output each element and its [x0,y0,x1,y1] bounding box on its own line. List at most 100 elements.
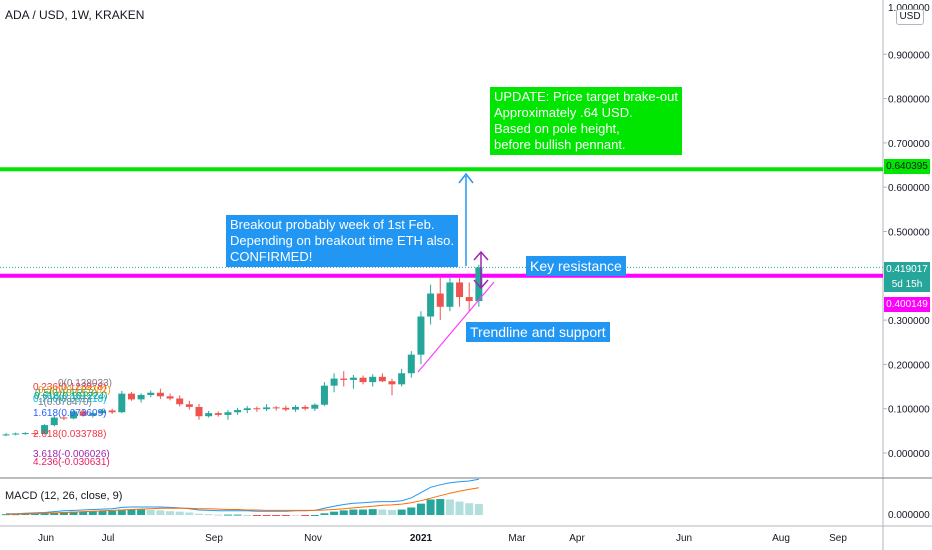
candle [156,392,164,397]
macd-histogram-bar [252,515,261,516]
candle [407,354,415,374]
macd-histogram-bar [243,515,252,516]
candle [21,433,29,435]
fib-level-label: 0.382(0.115282) [38,385,111,396]
macd-histogram-bar [21,513,30,515]
macd-histogram-bar [426,499,435,515]
candle [137,394,145,400]
macd-histogram-bar [465,503,474,515]
macd-tick-label: 0.000000 [888,510,930,521]
fib-level-label: 0.618(0.101224) [34,391,107,402]
macd-histogram-bar [127,509,136,515]
macd-label: MACD (12, 26, close, 9) [5,490,123,502]
candle [320,385,328,405]
price-tick-label: 0.600000 [888,183,930,194]
macd-histogram-bar [223,514,232,516]
time-axis-label: Jun [676,533,692,544]
candle [243,408,251,411]
candle [224,412,232,415]
fib-level-label: 0.5(0.108253) [35,388,97,399]
macd-histogram-bar [40,513,49,515]
macd-histogram-bar [156,510,165,515]
macd-histogram-bar [436,499,445,515]
macd-histogram-bar [349,509,358,515]
macd-histogram-bar [175,511,184,515]
candle [79,411,87,416]
price-tick-label: 0.100000 [888,405,930,416]
macd-histogram-bar [69,511,78,515]
price-tick-label: 0.500000 [888,228,930,239]
candle [176,398,184,405]
candle [166,396,174,399]
fib-level-label: 0(0.138033) [58,378,112,389]
symbol-title: ADA / USD, 1W, KRAKEN [5,8,145,22]
macd-histogram-bar [117,509,126,515]
macd-histogram-bar [320,513,329,515]
macd-histogram-bar [88,511,97,515]
macd-histogram-bar [146,509,155,515]
candle [50,417,58,426]
price-tick-label: 0.700000 [888,139,930,150]
target-arrow-head [458,172,474,184]
fib-level-label: 1.618(0.073609) [33,408,106,419]
macd-histogram-bar [397,509,406,515]
time-axis-label: Sep [829,533,847,544]
macd-histogram-bar [195,513,203,515]
candle [185,404,193,407]
candle [70,411,78,419]
macd-histogram-bar [204,514,213,516]
candle [282,407,290,410]
update-note: UPDATE: Price target brake-out Approxima… [490,87,682,155]
macd-histogram-bar [291,515,300,516]
candle [369,376,377,383]
candle [378,376,386,382]
range-arrow-head-down [473,279,489,290]
currency-button[interactable]: USD [896,9,924,25]
time-axis-label: Sep [205,533,223,544]
price-tick-label: 0.300000 [888,316,930,327]
fib-level-label: 0.786(0.091218) [33,394,106,405]
macd-histogram-bar [378,509,387,515]
candle [272,407,280,409]
price-tick-label: 0.800000 [888,95,930,106]
candle [205,413,213,417]
macd-histogram-bar [474,504,483,515]
price-tag-last: 0.419017 [884,262,930,277]
macd-histogram-bar [137,509,146,515]
macd-histogram-bar [262,515,271,516]
fib-level-label: 2.618(0.033788) [33,429,106,440]
macd-histogram-bar [59,512,68,515]
range-arrow-head-up [473,250,489,261]
candle [214,413,222,415]
time-axis-label: Mar [508,533,526,544]
candle [456,282,464,298]
time-axis-label: Aug [772,533,790,544]
macd-histogram-bar [108,510,117,515]
macd-histogram-bar [359,509,368,515]
macd-histogram-bar [214,514,223,516]
macd-histogram-bar [310,515,319,516]
price-tick-label: 0.900000 [888,50,930,61]
macd-histogram-bar [30,513,39,515]
candle [263,407,271,410]
macd-histogram-bar [233,514,242,516]
macd-histogram-bar [281,515,290,516]
candle [89,413,97,416]
macd-histogram-bar [330,511,339,515]
candle [292,406,299,410]
candle [417,316,425,355]
candle [108,410,116,413]
macd-histogram-bar [50,512,59,515]
key-resistance-note: Key resistance [526,256,626,276]
candle [311,404,319,409]
candle [118,393,126,413]
candle [99,410,106,414]
candle [398,373,406,385]
candle [475,267,483,302]
macd-histogram-bar [339,510,348,515]
macd-histogram-bar [166,511,175,515]
macd-histogram-bar [98,510,107,515]
macd-histogram-bar [388,509,396,515]
time-axis-label: 2021 [410,533,433,544]
